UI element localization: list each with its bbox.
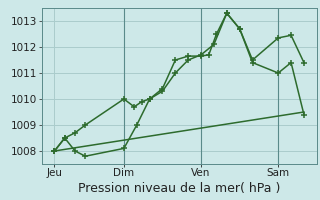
X-axis label: Pression niveau de la mer( hPa ): Pression niveau de la mer( hPa ) bbox=[78, 182, 280, 195]
